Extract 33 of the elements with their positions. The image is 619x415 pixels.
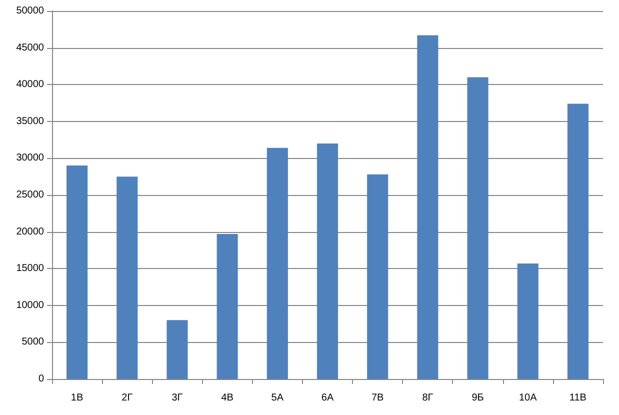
x-tick-label: 5А bbox=[271, 392, 284, 404]
y-tick-label: 20000 bbox=[16, 226, 44, 238]
bar bbox=[367, 174, 388, 379]
x-tick-label: 2Г bbox=[122, 392, 134, 404]
y-tick-label: 45000 bbox=[16, 42, 44, 54]
y-tick-label: 15000 bbox=[16, 263, 44, 274]
x-tick-label: 11В bbox=[569, 392, 587, 404]
x-tick-label: 9Б bbox=[472, 392, 484, 404]
bar bbox=[417, 35, 438, 379]
y-tick-label: 10000 bbox=[16, 300, 44, 311]
y-tick-label: 5000 bbox=[22, 336, 44, 348]
x-tick-label: 6А bbox=[321, 392, 334, 404]
bar bbox=[517, 263, 538, 379]
y-tick-label: 35000 bbox=[16, 116, 44, 127]
y-tick-label: 30000 bbox=[16, 152, 44, 164]
bar bbox=[116, 176, 138, 379]
x-tick-label: 4В bbox=[221, 392, 234, 404]
bar bbox=[316, 143, 338, 379]
bar bbox=[66, 166, 88, 379]
y-tick-label: 0 bbox=[38, 374, 44, 384]
y-tick-label: 40000 bbox=[16, 79, 44, 90]
x-tick-label: 7В bbox=[371, 392, 384, 404]
bar bbox=[467, 77, 488, 379]
bar bbox=[266, 148, 288, 379]
x-tick-label: 3Г bbox=[172, 392, 184, 404]
bar bbox=[567, 104, 588, 379]
x-tick-label: 8Г bbox=[422, 392, 434, 404]
x-tick-label: 1В bbox=[70, 392, 84, 404]
bar bbox=[166, 320, 188, 379]
y-tick-label: 50000 bbox=[16, 6, 44, 16]
bar bbox=[216, 234, 238, 379]
y-tick-label: 25000 bbox=[16, 190, 44, 200]
x-tick-label: 10А bbox=[518, 392, 538, 404]
